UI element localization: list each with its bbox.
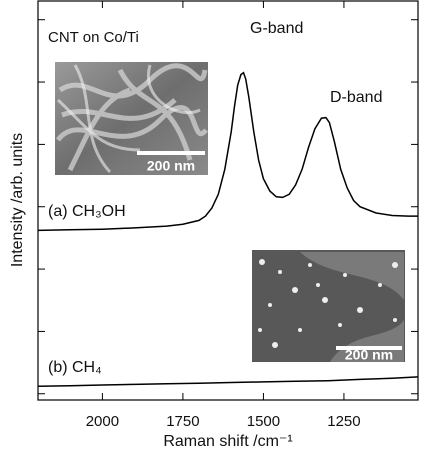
spectrum-line	[37, 71, 418, 232]
plot-frame	[37, 0, 419, 401]
series-label: (a) CH₃OH	[48, 203, 126, 220]
sem-inset-top	[55, 62, 208, 175]
spectrum-line	[37, 376, 419, 388]
scale-bar	[336, 346, 402, 350]
annotation: CNT on Co/Ti	[48, 29, 139, 46]
scale-label: 200 nm	[147, 158, 195, 174]
series-label: (b) CH₄	[48, 359, 102, 376]
x-axis-label: Raman shift /cm⁻¹	[163, 433, 292, 450]
annotation: G-band	[250, 20, 303, 37]
inset-texture	[300, 252, 404, 362]
x-tick-label: 1500	[247, 413, 280, 430]
annotation: D-band	[330, 89, 382, 106]
x-tick-label: 1750	[166, 413, 199, 430]
sem-inset-bottom	[252, 250, 405, 362]
inset-dots	[258, 259, 398, 348]
y-axis-label: Intensity /arb. units	[9, 133, 26, 267]
scale-bar	[137, 151, 205, 155]
scale-label: 200 nm	[345, 347, 393, 363]
x-tick-label: 2000	[86, 413, 119, 430]
x-tick-label: 1250	[327, 413, 360, 430]
inset-texture	[56, 64, 201, 174]
